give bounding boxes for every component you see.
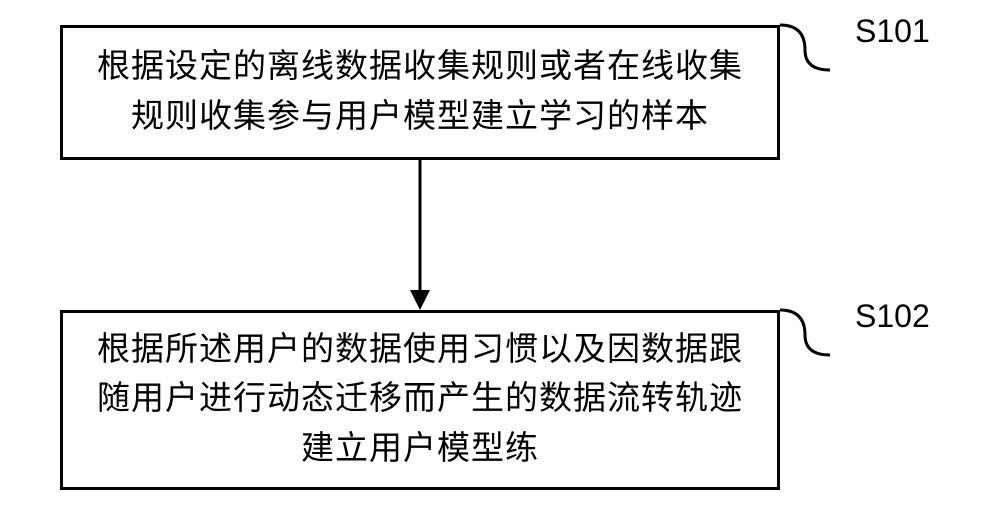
brace-2 bbox=[780, 305, 850, 375]
node-2-text: 根据所述用户的数据使用习惯以及因数据跟随用户进行动态迁移而产生的数据流转轨迹建立… bbox=[88, 326, 752, 475]
brace-1 bbox=[780, 20, 850, 90]
node-1-text: 根据设定的离线数据收集规则或者在线收集规则收集参与用户模型建立学习的样本 bbox=[88, 43, 752, 142]
label-s102: S102 bbox=[855, 298, 930, 335]
flowchart-node-1: 根据设定的离线数据收集规则或者在线收集规则收集参与用户模型建立学习的样本 bbox=[60, 25, 780, 160]
arrow-connector bbox=[405, 160, 435, 312]
label-s101: S101 bbox=[855, 13, 930, 50]
flowchart-node-2: 根据所述用户的数据使用习惯以及因数据跟随用户进行动态迁移而产生的数据流转轨迹建立… bbox=[60, 310, 780, 490]
